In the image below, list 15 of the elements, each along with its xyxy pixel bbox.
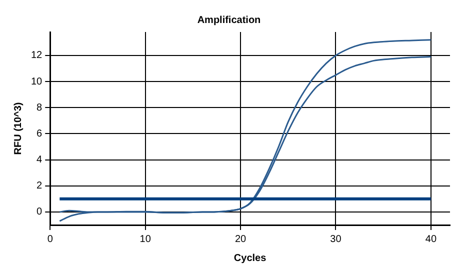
y-axis-title: RFU (10^3) xyxy=(12,102,24,155)
x-tick-label: 20 xyxy=(234,234,247,245)
y-tick-label: 10 xyxy=(31,76,43,88)
y-tick-label: 0 xyxy=(36,206,43,218)
y-tick-label: 12 xyxy=(31,50,43,62)
y-tick-label: 2 xyxy=(36,180,43,192)
x-tick-label: 10 xyxy=(140,234,152,245)
x-tick-label: 40 xyxy=(425,234,437,245)
x-tick-label: 0 xyxy=(47,234,54,245)
x-axis-title: Cycles xyxy=(234,252,267,264)
y-tick-label: 4 xyxy=(36,154,43,166)
x-tick-label: 30 xyxy=(330,234,342,245)
y-tick-label: 8 xyxy=(36,102,43,114)
chart-title: Amplification xyxy=(197,14,261,26)
y-tick-label: 6 xyxy=(36,128,43,140)
